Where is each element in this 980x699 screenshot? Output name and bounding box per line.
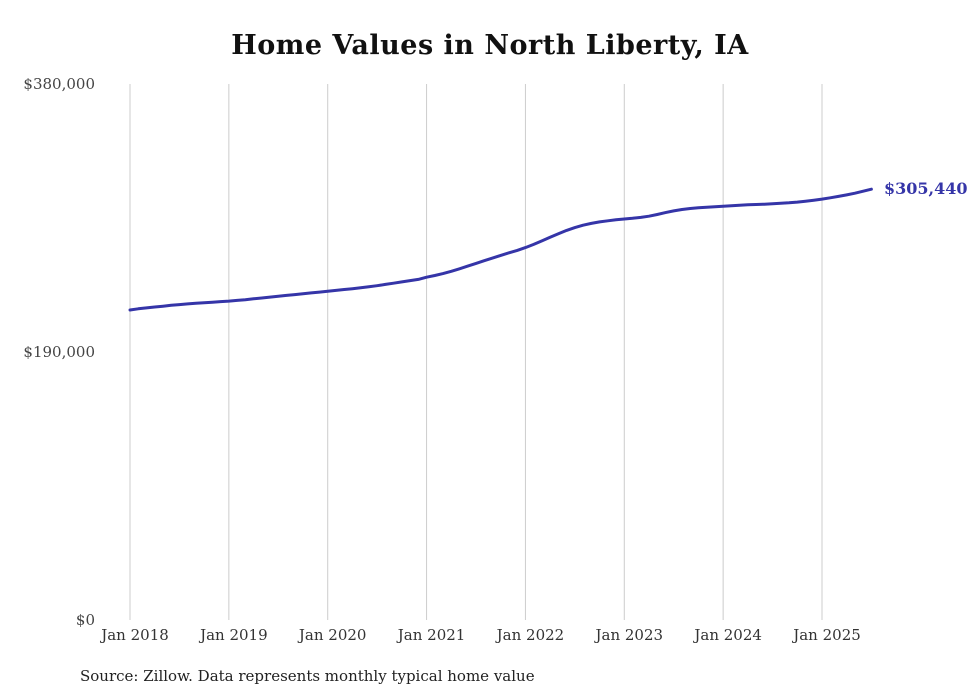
x-tick-label: Jan 2022 (495, 626, 565, 644)
x-tick-label: Jan 2024 (692, 626, 762, 644)
x-tick-label: Jan 2025 (791, 626, 861, 644)
chart-title: Home Values in North Liberty, IA (231, 30, 749, 61)
x-tick-label: Jan 2019 (198, 626, 268, 644)
y-tick-label: $0 (76, 611, 95, 629)
x-tick-label: Jan 2020 (297, 626, 367, 644)
x-tick-label: Jan 2021 (396, 626, 466, 644)
x-tick-label: Jan 2018 (99, 626, 169, 644)
y-tick-label: $190,000 (23, 343, 95, 361)
x-tick-label: Jan 2023 (594, 626, 664, 644)
end-value-label: $305,440 (884, 179, 968, 199)
home-value-line (128, 187, 873, 312)
y-tick-label: $380,000 (23, 75, 95, 93)
source-note: Source: Zillow. Data represents monthly … (80, 667, 535, 685)
